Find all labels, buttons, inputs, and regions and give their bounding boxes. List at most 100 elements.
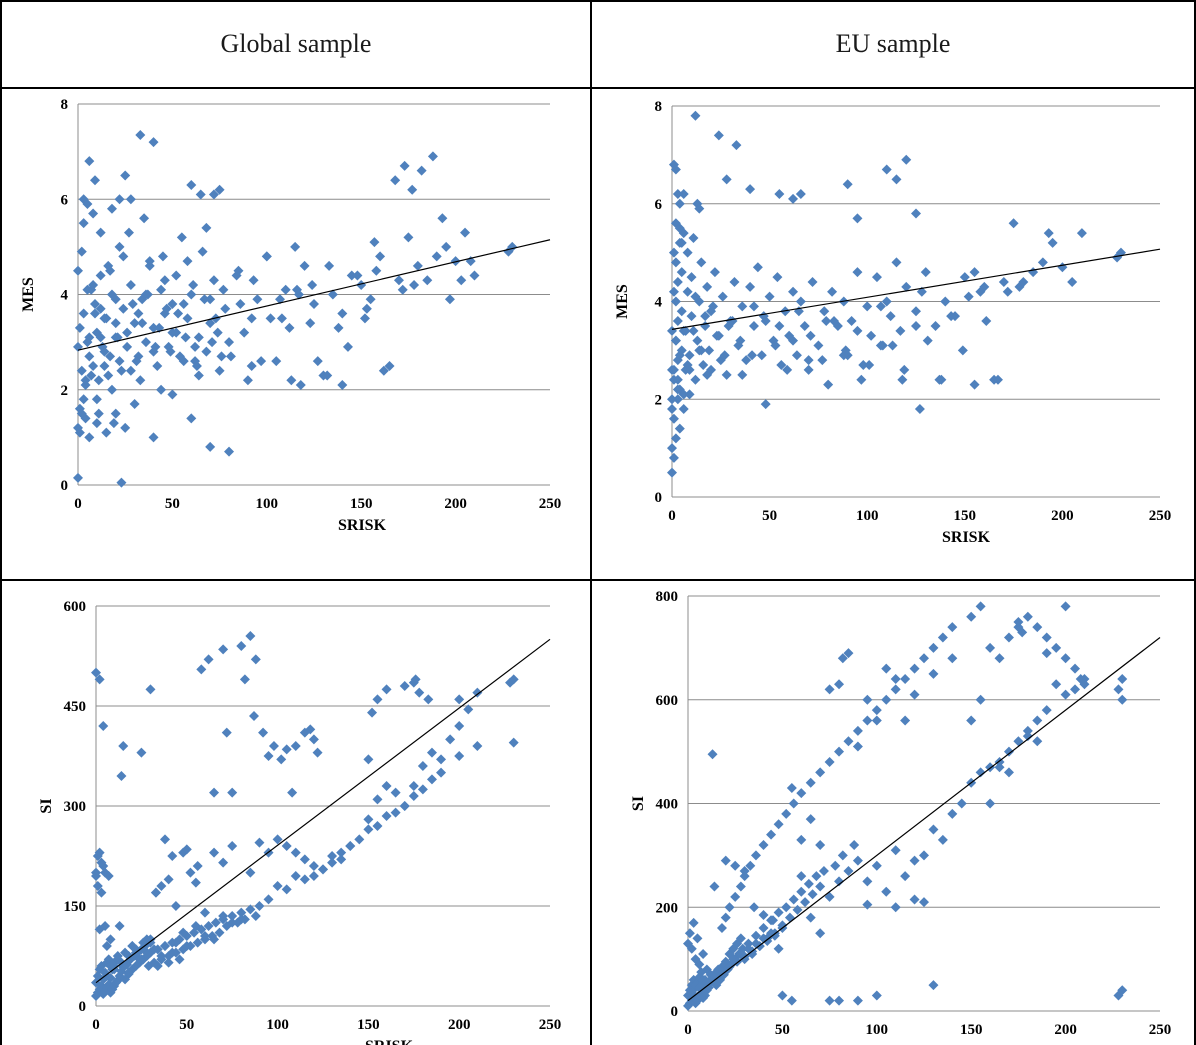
data-point — [838, 350, 849, 361]
data-point — [275, 294, 286, 305]
data-point — [871, 272, 882, 283]
data-point — [436, 754, 447, 765]
data-point — [185, 867, 196, 878]
data-point — [716, 967, 727, 978]
x-tick-label: 150 — [357, 1017, 380, 1033]
data-point — [678, 404, 689, 415]
data-point — [824, 995, 835, 1006]
data-point — [165, 346, 176, 357]
data-point — [758, 840, 769, 850]
data-point — [142, 289, 153, 300]
data-point — [186, 289, 197, 300]
data-point — [122, 341, 133, 352]
data-point — [103, 370, 114, 381]
data-point — [196, 664, 207, 675]
data-point — [105, 265, 116, 276]
data-point — [815, 767, 826, 778]
data-point — [832, 320, 843, 331]
data-point — [735, 933, 746, 944]
data-point — [114, 194, 125, 205]
data-point — [862, 715, 873, 726]
data-point — [110, 408, 121, 419]
data-point — [125, 194, 136, 205]
y-tick-label: 6 — [655, 197, 663, 213]
y-tick-label: 0 — [79, 999, 87, 1015]
data-point — [375, 251, 386, 262]
data-point — [852, 213, 863, 224]
data-point — [159, 275, 170, 286]
data-point — [78, 218, 89, 229]
x-tick-label: 100 — [856, 508, 879, 524]
data-point — [232, 917, 243, 928]
data-point — [963, 291, 974, 302]
data-point — [676, 237, 687, 248]
x-tick-label: 150 — [960, 1022, 983, 1038]
data-point — [163, 874, 174, 885]
y-tick-label: 200 — [656, 900, 679, 916]
data-point — [134, 954, 145, 965]
data-point — [748, 301, 759, 312]
x-tick-label: 250 — [539, 1017, 562, 1033]
data-point — [676, 267, 687, 278]
data-point — [672, 394, 683, 405]
data-point — [390, 175, 401, 186]
data-point — [900, 674, 911, 684]
data-point — [1013, 736, 1024, 747]
data-point — [721, 369, 732, 380]
data-point — [720, 855, 731, 866]
data-point — [312, 356, 323, 367]
data-point — [103, 871, 114, 881]
data-point — [946, 311, 957, 322]
data-point — [309, 299, 319, 310]
data-point — [281, 841, 292, 851]
data-point — [235, 299, 246, 310]
data-point — [756, 350, 767, 361]
data-point — [672, 384, 683, 395]
data-point — [688, 917, 699, 928]
data-point — [436, 767, 447, 778]
data-point — [239, 674, 250, 685]
data-point — [1076, 228, 1087, 239]
data-point — [928, 668, 939, 679]
data-point — [1022, 725, 1033, 736]
data-point — [1008, 218, 1019, 229]
data-point — [692, 933, 703, 944]
data-point — [417, 784, 428, 795]
data-point — [248, 711, 259, 721]
data-point — [724, 948, 735, 959]
data-point — [118, 741, 129, 751]
x-tick-label: 200 — [444, 496, 467, 512]
data-point — [674, 223, 685, 234]
data-point — [713, 964, 724, 975]
data-point — [129, 399, 140, 410]
data-point — [227, 917, 238, 928]
data-point — [985, 762, 996, 773]
data-point — [729, 276, 740, 287]
data-point — [701, 977, 712, 988]
data-point — [678, 389, 689, 400]
data-point — [91, 394, 102, 405]
data-point — [381, 781, 392, 791]
data-point — [994, 757, 1005, 767]
data-point — [123, 967, 134, 978]
data-point — [99, 313, 110, 324]
y-tick-label: 2 — [655, 392, 663, 408]
data-point — [1117, 674, 1128, 684]
data-point — [276, 754, 287, 765]
data-point — [1070, 663, 1081, 674]
data-point — [786, 782, 797, 793]
data-point — [901, 154, 912, 165]
border-right — [1194, 0, 1196, 1045]
data-point — [786, 995, 797, 1006]
data-point — [842, 179, 853, 190]
data-point — [668, 452, 679, 463]
data-point — [116, 771, 127, 781]
data-point — [354, 834, 365, 845]
data-point — [227, 911, 238, 921]
data-point — [674, 423, 685, 434]
data-point — [372, 821, 383, 831]
data-point — [218, 284, 229, 295]
data-point — [670, 296, 681, 307]
data-point — [773, 819, 784, 830]
data-point — [700, 320, 711, 331]
